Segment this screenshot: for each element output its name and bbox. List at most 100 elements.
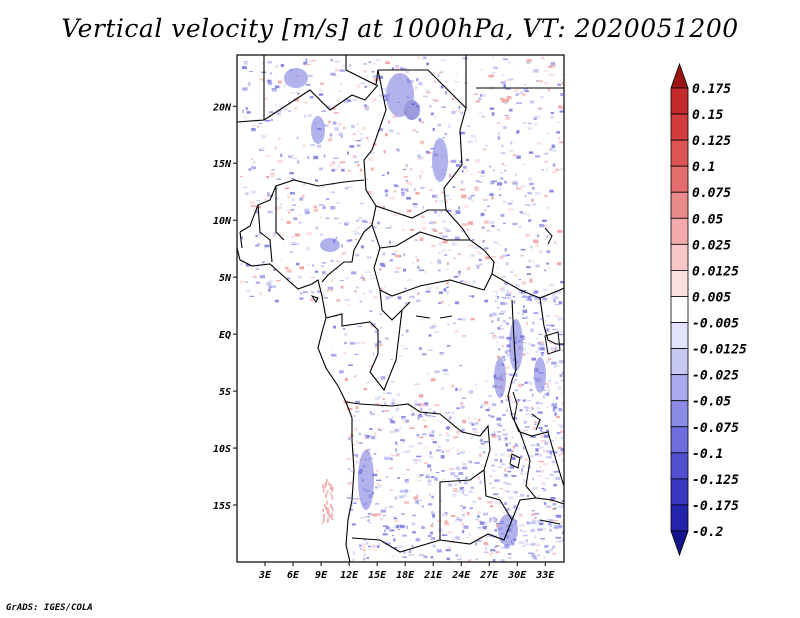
velocity-cell	[378, 340, 382, 344]
velocity-cell	[516, 185, 518, 187]
velocity-cell	[482, 525, 486, 528]
velocity-cell	[368, 61, 371, 63]
velocity-cell	[475, 518, 479, 520]
velocity-cell	[258, 292, 263, 296]
velocity-cell	[409, 295, 415, 299]
velocity-cell	[257, 125, 259, 128]
velocity-cell	[468, 490, 473, 494]
velocity-cell	[446, 209, 452, 212]
velocity-cell	[325, 198, 330, 200]
velocity-cell	[352, 502, 357, 504]
velocity-cell	[418, 554, 424, 556]
velocity-cell	[493, 520, 497, 522]
velocity-cell	[488, 414, 491, 417]
velocity-cell	[499, 356, 503, 360]
velocity-cell	[352, 99, 358, 102]
velocity-cell	[423, 425, 428, 429]
velocity-cell	[553, 296, 559, 299]
velocity-cell	[405, 489, 408, 493]
velocity-cell	[434, 404, 440, 407]
velocity-cell	[500, 301, 505, 305]
velocity-cell	[500, 328, 504, 330]
velocity-cell	[503, 84, 506, 88]
velocity-cell	[412, 129, 417, 132]
coastline-and-borders	[237, 55, 564, 562]
velocity-cell	[363, 516, 367, 519]
velocity-cell	[432, 514, 435, 518]
velocity-cell	[528, 122, 532, 124]
velocity-cell	[405, 164, 408, 167]
velocity-cell	[307, 114, 313, 118]
velocity-cell	[250, 205, 256, 207]
velocity-cell	[507, 395, 511, 399]
velocity-cell	[456, 519, 461, 521]
velocity-cell	[437, 73, 440, 78]
velocity-cell	[441, 69, 444, 74]
velocity-cell	[375, 503, 379, 505]
velocity-cell	[310, 144, 315, 146]
velocity-cell	[506, 262, 509, 266]
velocity-cell	[357, 130, 360, 132]
velocity-cell	[509, 108, 513, 112]
velocity-cell	[550, 324, 555, 327]
velocity-cell	[518, 225, 522, 229]
velocity-cell	[343, 333, 348, 336]
velocity-cell	[500, 310, 506, 314]
lon-tick-label: 21E	[423, 570, 443, 581]
velocity-cell	[513, 505, 518, 509]
velocity-cell	[329, 483, 332, 487]
velocity-cell	[542, 395, 546, 399]
velocity-cell	[558, 301, 563, 305]
velocity-cell	[330, 515, 332, 519]
velocity-cell	[496, 266, 499, 270]
velocity-cell	[525, 233, 528, 237]
velocity-cell	[407, 490, 411, 492]
velocity-cell	[491, 71, 496, 74]
velocity-cell	[406, 525, 408, 529]
colorbar-top-arrow	[670, 62, 689, 89]
velocity-cell	[400, 345, 405, 347]
velocity-cell	[556, 514, 562, 518]
velocity-cell	[558, 343, 564, 346]
velocity-cell	[541, 527, 546, 531]
velocity-cell	[501, 254, 507, 257]
velocity-cell	[440, 211, 443, 214]
velocity-cell	[429, 494, 431, 496]
velocity-cell	[546, 235, 548, 238]
velocity-cell	[437, 261, 442, 264]
velocity-cell	[389, 418, 393, 422]
velocity-cell	[434, 370, 440, 374]
velocity-cell	[532, 517, 535, 521]
velocity-cell	[462, 506, 466, 510]
velocity-cell	[439, 352, 444, 355]
velocity-cell	[485, 546, 487, 550]
velocity-cell	[507, 454, 511, 458]
velocity-cell	[500, 152, 506, 154]
velocity-cell	[504, 468, 507, 472]
velocity-cell	[348, 508, 353, 511]
velocity-cell	[526, 299, 531, 301]
velocity-cell	[548, 439, 554, 442]
velocity-cell	[558, 506, 564, 509]
velocity-cell	[356, 497, 361, 501]
velocity-cell	[561, 452, 564, 455]
velocity-cell	[391, 398, 396, 401]
velocity-cell	[453, 322, 456, 325]
velocity-cell	[396, 132, 401, 135]
lat-tick-label: 5N	[219, 273, 232, 284]
velocity-cell	[479, 521, 485, 525]
velocity-cell	[402, 550, 406, 554]
velocity-cell	[432, 411, 436, 413]
velocity-cell	[376, 221, 381, 225]
velocity-cell	[501, 463, 506, 466]
velocity-cell	[317, 144, 322, 148]
velocity-cell	[431, 228, 436, 230]
velocity-cell	[489, 165, 491, 168]
velocity-cell	[431, 430, 435, 434]
longitude-axis: 3E 6E 9E 12E 15E 18E 21E 24E 27E 30E 33E	[258, 562, 555, 581]
velocity-cell	[413, 188, 416, 192]
velocity-cell	[560, 281, 564, 284]
velocity-cell	[393, 515, 397, 518]
velocity-cell	[414, 383, 420, 385]
velocity-cell	[471, 423, 475, 426]
